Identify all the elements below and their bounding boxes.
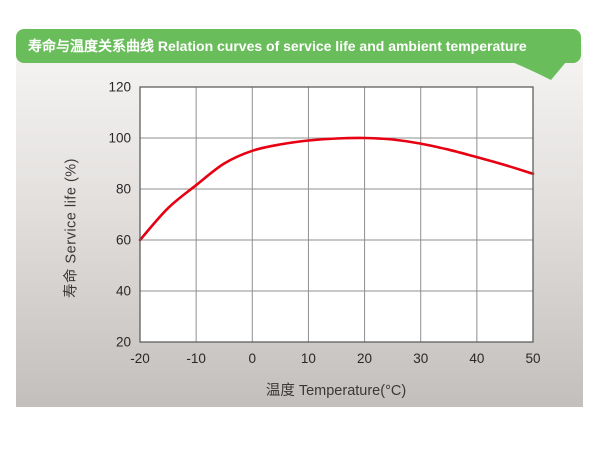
- x-tick-label: 20: [357, 351, 373, 366]
- banner-tail-icon: [512, 62, 566, 80]
- chart-title: 寿命与温度关系曲线 Relation curves of service lif…: [28, 38, 527, 54]
- y-tick-label: 80: [115, 181, 131, 197]
- plot-border: [139, 86, 534, 343]
- x-tick-label: -10: [186, 351, 206, 366]
- x-tick-label: -20: [130, 351, 150, 366]
- y-tick-label: 120: [108, 79, 131, 95]
- y-tick-label: 60: [115, 232, 131, 248]
- x-tick-label: 50: [525, 351, 541, 366]
- x-tick-label: 40: [469, 351, 485, 366]
- x-tick-label: 30: [413, 351, 429, 366]
- y-axis-label: 寿命 Service life (%): [63, 157, 80, 299]
- y-tick-label: 20: [115, 334, 131, 350]
- x-axis-label: 温度 Temperature(°C): [265, 383, 407, 399]
- x-tick-label: 0: [248, 351, 257, 366]
- y-tick-label: 100: [108, 130, 131, 146]
- title-banner: 寿命与温度关系曲线 Relation curves of service lif…: [16, 29, 581, 63]
- x-tick-label: 10: [300, 351, 316, 366]
- y-tick-label: 40: [115, 283, 131, 299]
- plot-area: [140, 87, 533, 342]
- series-service-life-vs-temperature: [138, 136, 535, 242]
